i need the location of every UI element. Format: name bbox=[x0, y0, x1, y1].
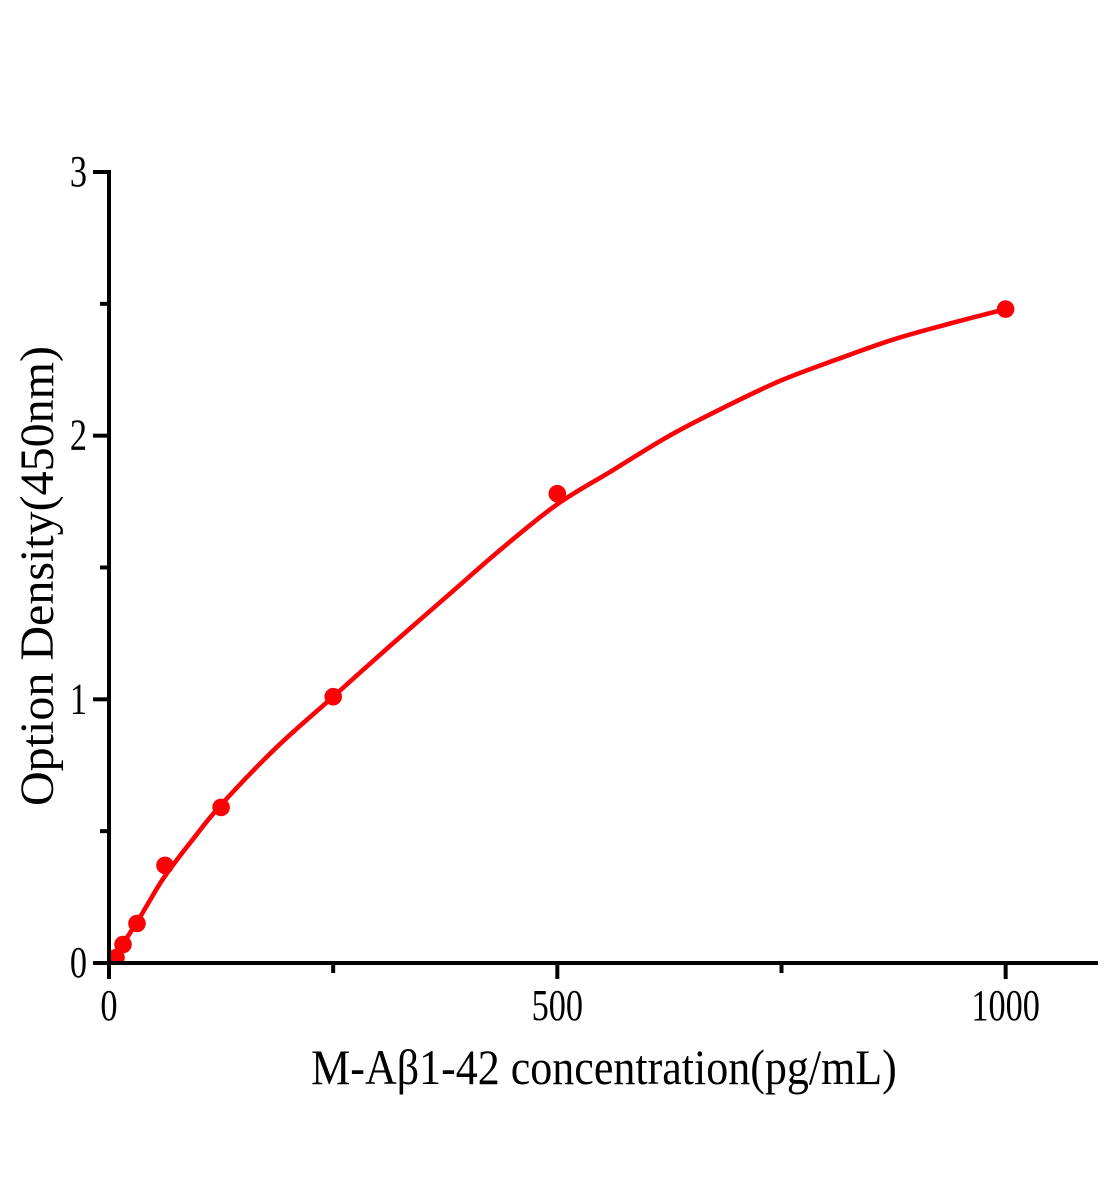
plot-area bbox=[111, 300, 1015, 961]
y-tick-label: 1 bbox=[70, 674, 87, 723]
y-tick-label: 3 bbox=[70, 147, 87, 196]
x-axis-title: M-Aβ1-42 concentration(pg/mL) bbox=[311, 1039, 897, 1095]
y-tick-label: 2 bbox=[70, 411, 87, 460]
data-point bbox=[128, 914, 146, 933]
data-point bbox=[996, 300, 1015, 318]
data-point bbox=[548, 484, 567, 503]
x-tick-label: 1000 bbox=[971, 981, 1040, 1030]
data-point bbox=[156, 856, 174, 875]
x-tick-label: 500 bbox=[532, 981, 583, 1030]
x-tick-label: 0 bbox=[100, 981, 117, 1030]
y-axis-title: Option Density(450nm) bbox=[11, 346, 64, 806]
data-point bbox=[212, 798, 230, 817]
fit-curve bbox=[111, 306, 1008, 961]
data-point bbox=[114, 935, 132, 954]
y-tick-label: 0 bbox=[70, 938, 87, 987]
data-point bbox=[324, 687, 343, 706]
